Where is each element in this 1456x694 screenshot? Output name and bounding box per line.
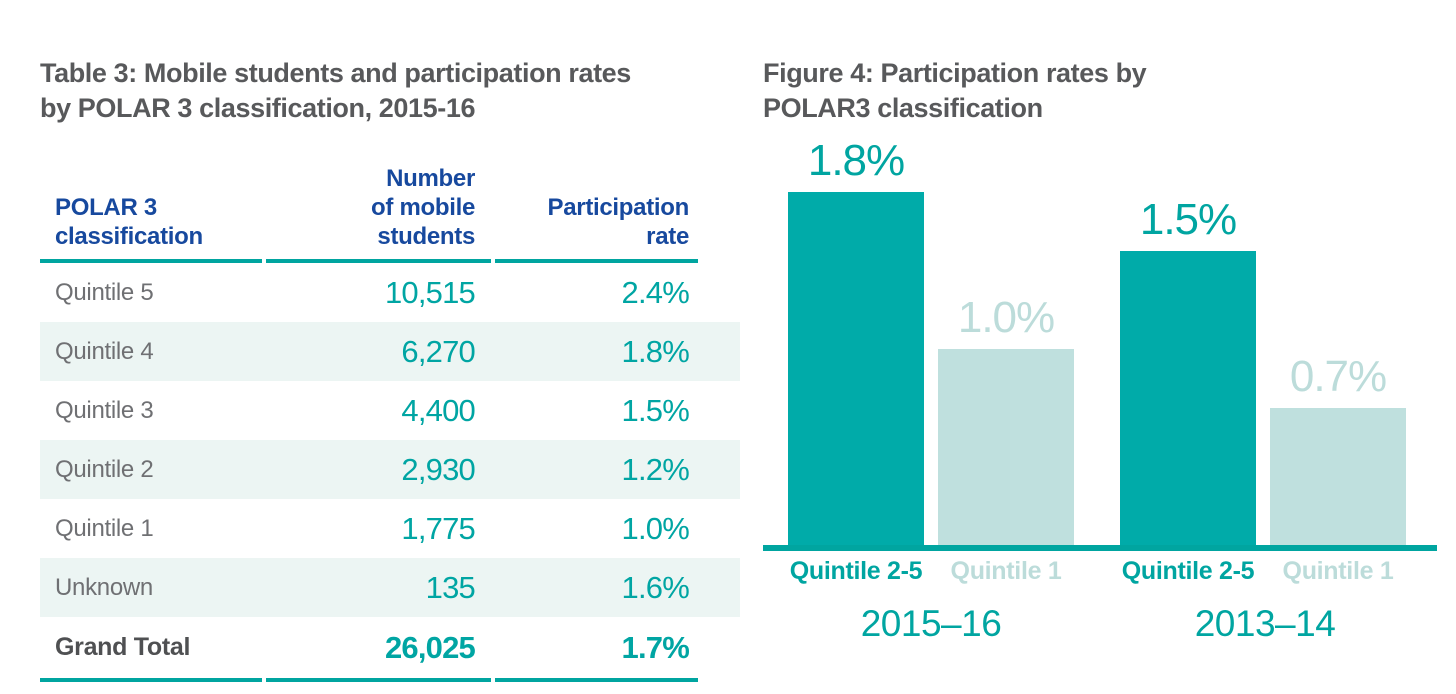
bar-quintile-2-5-2015-16 <box>788 192 924 545</box>
row-rate: 1.8% <box>621 333 690 369</box>
category-label-quintile-2-5: Quintile 2-5 <box>788 557 924 586</box>
rule-segment <box>495 678 698 683</box>
row-rate: 1.0% <box>621 510 690 546</box>
rule-segment <box>40 678 262 683</box>
row-students: 6,270 <box>401 333 475 369</box>
table-top-rule <box>40 259 740 264</box>
header-line: POLAR 3 <box>55 194 157 222</box>
table-row-unknown: Unknown 135 1.6% <box>40 558 740 618</box>
rule-segment <box>266 259 491 264</box>
category-label-text: Quintile 1 <box>1282 557 1394 585</box>
table-row-grand-total: Grand Total 26,025 1.7% <box>40 617 740 678</box>
bar-group-quintile-1-2015-16: 1.0% <box>938 296 1074 545</box>
bar-group-quintile-2-5-2013-14: 1.5% <box>1120 198 1256 545</box>
table-row-quintile-4: Quintile 4 6,270 1.8% <box>40 322 740 382</box>
category-label-text: Quintile 2-5 <box>789 557 923 585</box>
table-row-quintile-3: Quintile 3 4,400 1.5% <box>40 381 740 440</box>
figure-title-line-1: Figure 4: Participation rates by <box>763 58 1147 89</box>
row-students: 4,400 <box>401 392 475 428</box>
bar-value-label: 1.0% <box>957 293 1055 342</box>
rule-segment <box>266 678 491 683</box>
header-line: of mobile <box>371 194 475 222</box>
total-rate: 1.7% <box>621 629 690 665</box>
column-header-students: Number of mobile students <box>264 164 493 251</box>
category-label-text: Quintile 2-5 <box>1121 557 1255 585</box>
bar-value-label: 1.8% <box>807 136 905 185</box>
column-header-classification: POLAR 3 classification <box>40 193 264 251</box>
bar-quintile-1-2015-16 <box>938 349 1074 545</box>
row-students: 135 <box>425 569 476 605</box>
year-label-2015-16: 2015–16 <box>860 603 1002 644</box>
row-students: 10,515 <box>384 274 476 310</box>
header-line: classification <box>55 223 203 251</box>
row-students: 2,930 <box>401 451 475 487</box>
row-rate: 1.2% <box>621 451 690 487</box>
x-axis-line <box>763 545 1437 551</box>
column-header-rate: Participation rate <box>493 193 698 251</box>
total-students: 26,025 <box>384 629 476 665</box>
table-panel: Table 3: Mobile students and participati… <box>40 34 740 683</box>
chart-panel: Figure 4: Participation rates by POLAR3 … <box>763 0 1443 694</box>
table-bottom-rule <box>40 678 740 683</box>
row-label: Quintile 5 <box>55 278 154 306</box>
year-label-2013-14: 2013–14 <box>1194 603 1336 644</box>
row-label: Quintile 2 <box>55 455 154 483</box>
row-label: Unknown <box>55 573 153 601</box>
rule-segment <box>40 259 262 264</box>
header-line: Participation <box>547 194 690 222</box>
row-label: Quintile 1 <box>55 514 154 542</box>
bar-value-label: 0.7% <box>1289 352 1387 401</box>
table-title-line-2: by POLAR 3 classification, 2015-16 <box>40 93 476 124</box>
row-label: Quintile 4 <box>55 337 154 365</box>
bar-group-quintile-2-5-2015-16: 1.8% <box>788 139 924 545</box>
figure-title-line-2: POLAR3 classification <box>763 93 1043 124</box>
bar-quintile-2-5-2013-14 <box>1120 251 1256 545</box>
table-row-quintile-5: Quintile 5 10,515 2.4% <box>40 263 740 322</box>
row-label: Quintile 3 <box>55 396 154 424</box>
table-row-quintile-2: Quintile 2 2,930 1.2% <box>40 440 740 500</box>
category-label-text: Quintile 1 <box>950 557 1062 585</box>
row-rate: 2.4% <box>621 274 690 310</box>
category-label-quintile-1: Quintile 1 <box>1270 557 1406 586</box>
rule-segment <box>495 259 698 264</box>
header-line: students <box>377 223 475 251</box>
row-rate: 1.6% <box>621 569 690 605</box>
table-title: Table 3: Mobile students and participati… <box>40 56 740 126</box>
category-label-quintile-1: Quintile 1 <box>938 557 1074 586</box>
figure-title: Figure 4: Participation rates by POLAR3 … <box>763 56 1147 126</box>
header-line: Number <box>386 165 475 193</box>
bar-value-label: 1.5% <box>1139 195 1237 244</box>
bar-quintile-1-2013-14 <box>1270 408 1406 545</box>
row-rate: 1.5% <box>621 392 690 428</box>
header-line: rate <box>646 223 689 251</box>
bar-group-quintile-1-2013-14: 0.7% <box>1270 355 1406 545</box>
category-label-quintile-2-5: Quintile 2-5 <box>1120 557 1256 586</box>
total-label: Grand Total <box>55 633 191 662</box>
table-header-row: POLAR 3 classification Number of mobile … <box>40 164 740 259</box>
table-row-quintile-1: Quintile 1 1,775 1.0% <box>40 499 740 558</box>
table-title-line-1: Table 3: Mobile students and participati… <box>40 58 631 89</box>
row-students: 1,775 <box>401 510 475 546</box>
